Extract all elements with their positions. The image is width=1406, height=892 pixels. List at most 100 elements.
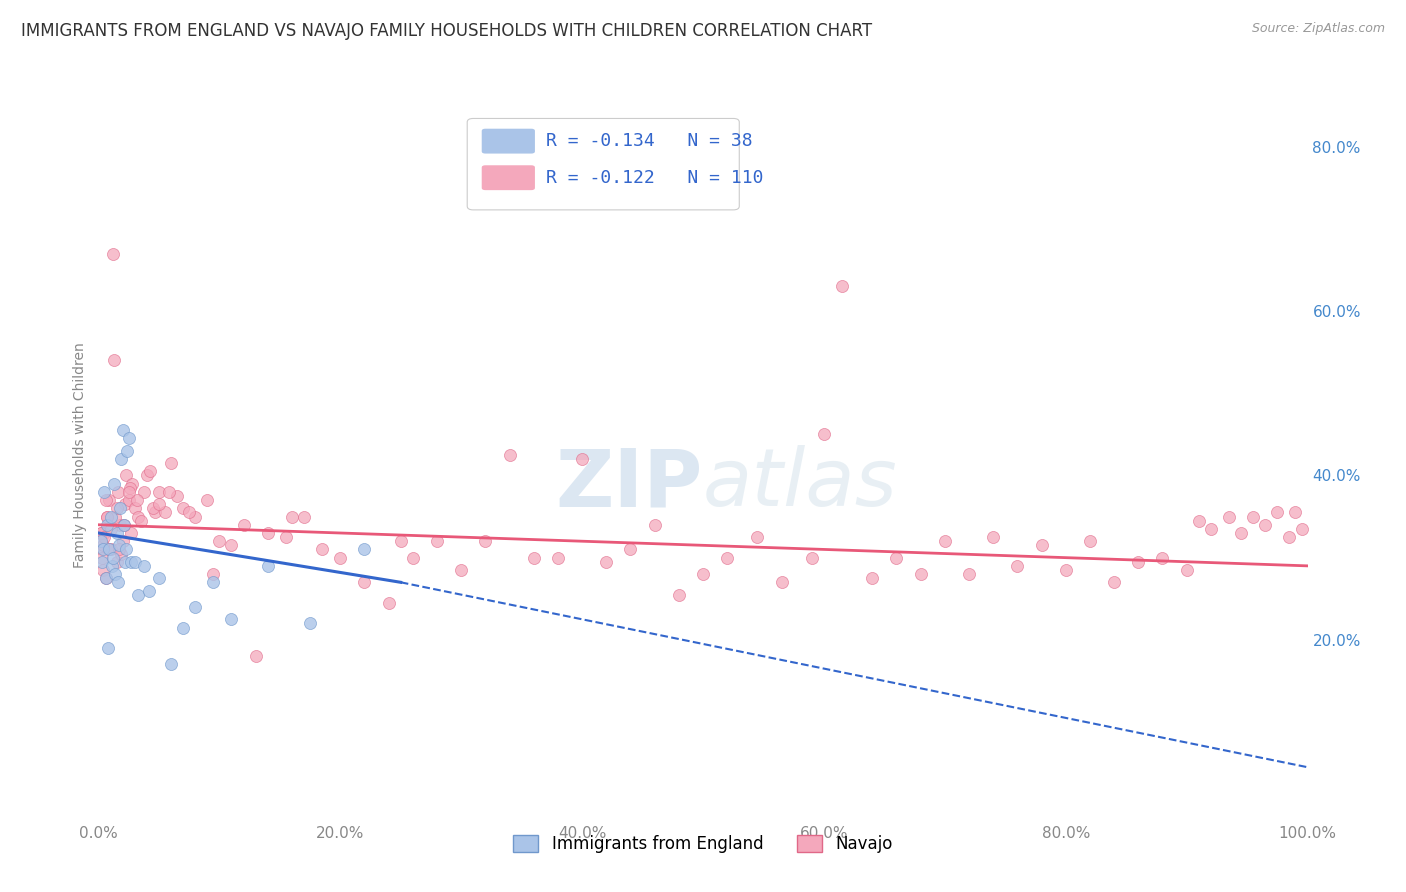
Point [96, 509, 118, 524]
Point [426, 534, 449, 549]
Point [1188, 514, 1211, 528]
Point [118, 481, 141, 495]
Point [692, 567, 714, 582]
Point [148, 497, 170, 511]
Point [110, 452, 132, 467]
Point [208, 534, 231, 549]
Text: Source: ZipAtlas.com: Source: ZipAtlas.com [1251, 22, 1385, 36]
Point [108, 517, 131, 532]
Point [1007, 558, 1029, 573]
Point [105, 501, 128, 516]
Point [547, 550, 569, 565]
Point [91, 550, 114, 565]
Point [118, 493, 141, 508]
Point [100, 509, 122, 524]
Point [111, 423, 134, 437]
Text: atlas: atlas [703, 445, 898, 524]
Point [184, 599, 207, 614]
Point [105, 526, 128, 541]
Point [127, 509, 149, 524]
Point [1254, 517, 1277, 532]
Point [96, 517, 118, 532]
Point [934, 534, 956, 549]
Point [91, 563, 114, 577]
Y-axis label: Family Households with Children: Family Households with Children [73, 342, 87, 568]
Point [157, 484, 180, 499]
Point [112, 517, 135, 532]
Point [103, 353, 125, 368]
Point [101, 246, 124, 260]
Point [329, 550, 352, 565]
Point [96, 509, 118, 524]
Point [97, 542, 120, 557]
FancyBboxPatch shape [482, 165, 534, 190]
Point [118, 484, 141, 499]
Point [800, 550, 823, 565]
Point [274, 530, 297, 544]
Point [1241, 509, 1264, 524]
Point [256, 558, 278, 573]
Point [90, 526, 112, 541]
Point [100, 558, 122, 573]
Point [153, 505, 176, 519]
Point [124, 501, 146, 516]
Text: IMMIGRANTS FROM ENGLAND VS NAVAJO FAMILY HOUSEHOLDS WITH CHILDREN CORRELATION CH: IMMIGRANTS FROM ENGLAND VS NAVAJO FAMILY… [21, 22, 872, 40]
Point [121, 476, 143, 491]
Point [127, 588, 149, 602]
Point [93, 530, 115, 544]
Point [94, 571, 117, 585]
Point [160, 456, 183, 470]
Point [117, 443, 139, 458]
Point [105, 555, 128, 569]
Point [299, 616, 322, 631]
Point [281, 509, 304, 524]
Point [98, 542, 121, 557]
Point [120, 526, 142, 541]
Point [195, 493, 218, 508]
Point [957, 567, 980, 582]
Point [668, 588, 690, 602]
Point [1102, 575, 1125, 590]
Point [1230, 526, 1253, 541]
Point [134, 558, 156, 573]
Point [1128, 555, 1150, 569]
Point [112, 517, 135, 532]
Point [202, 575, 225, 590]
Point [981, 530, 1004, 544]
Point [148, 571, 170, 585]
Point [1267, 505, 1289, 519]
Point [108, 542, 131, 557]
Point [90, 534, 112, 549]
Point [1284, 505, 1306, 519]
Point [353, 575, 375, 590]
Point [179, 505, 201, 519]
Point [747, 530, 769, 544]
Point [1218, 509, 1240, 524]
Point [90, 526, 112, 541]
Text: ZIP: ZIP [555, 445, 703, 524]
Point [108, 501, 131, 516]
Point [115, 542, 138, 557]
Point [353, 542, 375, 557]
Point [127, 493, 149, 508]
Point [523, 550, 546, 565]
Point [114, 497, 136, 511]
Point [172, 620, 194, 634]
Point [104, 567, 127, 582]
Text: R = -0.134   N = 38: R = -0.134 N = 38 [546, 132, 752, 150]
Point [115, 468, 138, 483]
Point [1278, 530, 1301, 544]
Point [311, 542, 333, 557]
Point [1175, 563, 1198, 577]
Point [94, 571, 117, 585]
Point [172, 501, 194, 516]
Point [160, 657, 183, 672]
Text: R = -0.122   N = 110: R = -0.122 N = 110 [546, 169, 763, 186]
Point [1054, 563, 1077, 577]
Point [124, 555, 146, 569]
Point [139, 464, 162, 478]
Point [860, 571, 883, 585]
Point [143, 505, 166, 519]
Point [93, 484, 115, 499]
Point [831, 279, 853, 293]
